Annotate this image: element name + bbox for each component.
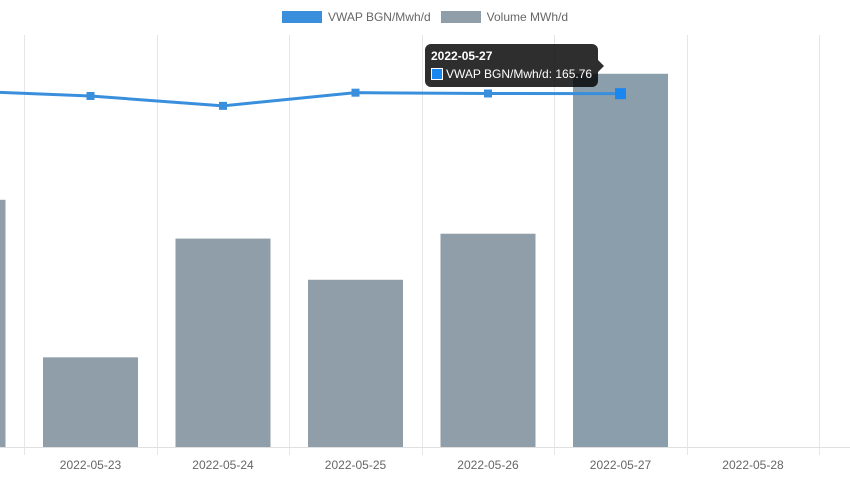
x-tick-label: 2022-05-26	[457, 458, 519, 472]
tooltip-caret	[598, 60, 605, 72]
x-tick-label: 2022-05-24	[192, 458, 254, 472]
x-tick-label: 2022-05-25	[325, 458, 387, 472]
bar	[440, 233, 536, 447]
tooltip-title: 2022-05-27	[431, 49, 493, 63]
legend-item-volume[interactable]: Volume MWh/d	[440, 10, 569, 24]
line-point	[615, 88, 626, 100]
tooltip-color-box	[431, 68, 443, 80]
bar	[0, 199, 6, 447]
line-point	[219, 101, 227, 110]
bar	[308, 279, 403, 447]
legend: VWAP BGN/Mwh/d Volume MWh/d	[0, 9, 850, 25]
bar	[573, 73, 668, 447]
line-point	[484, 89, 492, 98]
legend-swatch-vwap	[281, 11, 322, 23]
line-series	[0, 90, 621, 108]
legend-label-vwap: VWAP BGN/Mwh/d	[327, 10, 431, 24]
x-tick-label: 2022-05-28	[722, 458, 784, 472]
x-tick-label: 2022-05-27	[590, 458, 652, 472]
legend-item-vwap[interactable]: VWAP BGN/Mwh/d	[281, 10, 431, 24]
legend-swatch-volume	[440, 11, 481, 23]
bar	[175, 238, 271, 447]
bar	[43, 357, 138, 447]
x-tick-label: 2022-05-23	[60, 458, 122, 472]
legend-label-volume: Volume MWh/d	[486, 10, 569, 24]
line-point	[351, 88, 360, 97]
tooltip: 2022-05-27 VWAP BGN/Mwh/d: 165.76	[425, 44, 605, 87]
tooltip-text: VWAP BGN/Mwh/d: 165.76	[446, 67, 593, 81]
line-point	[86, 91, 95, 100]
tooltip-row: VWAP BGN/Mwh/d: 165.76	[431, 67, 592, 81]
